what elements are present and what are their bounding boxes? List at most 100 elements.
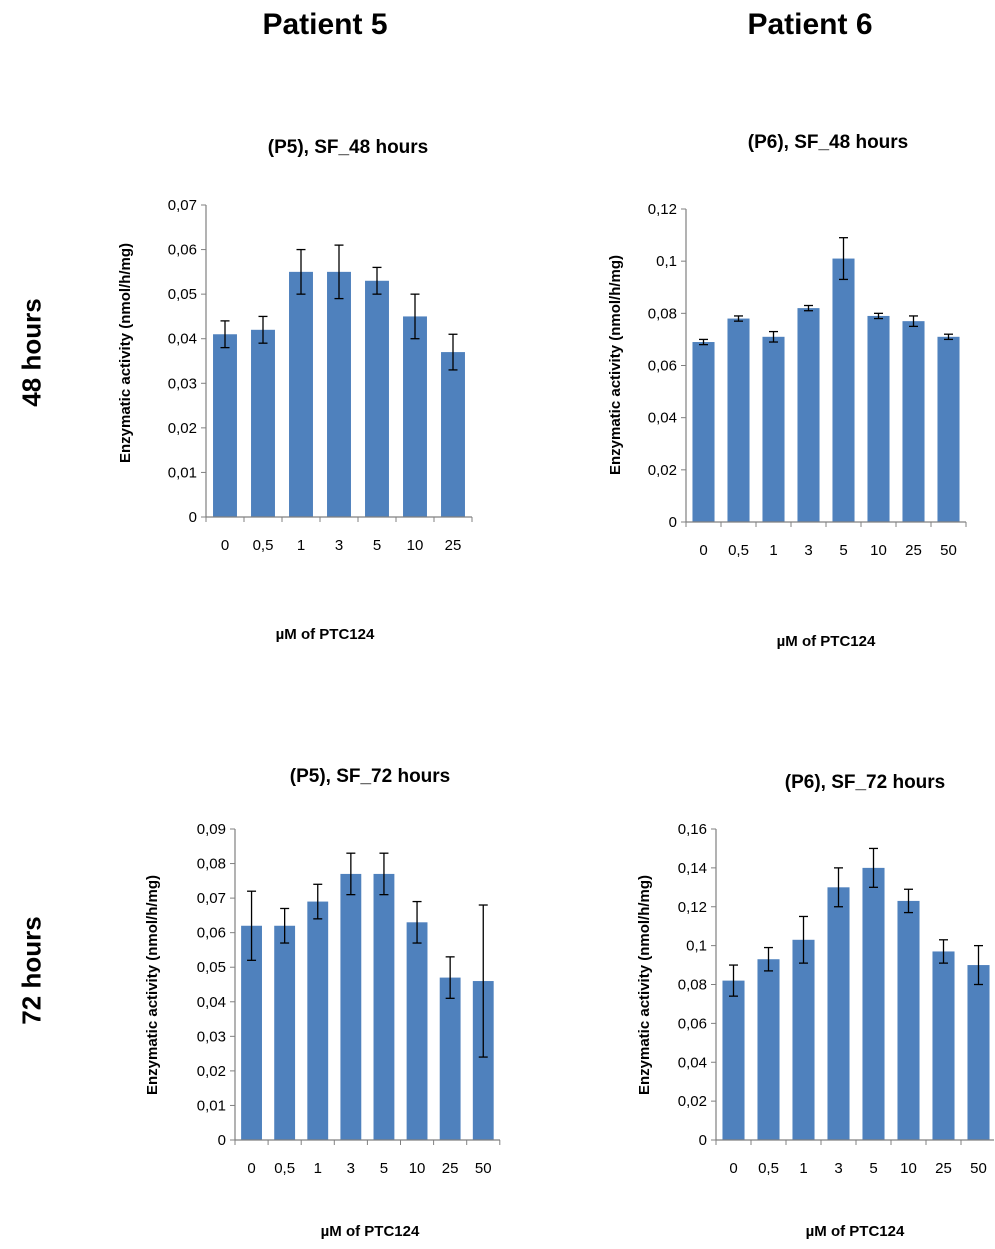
x-tick-label: 3 <box>804 542 812 559</box>
bar-25 <box>902 321 925 522</box>
y-tick-label: 0,14 <box>678 860 707 877</box>
y-tick-label: 0,07 <box>197 890 226 907</box>
y-tick-label: 0,02 <box>648 462 677 479</box>
bar-5 <box>862 867 885 1140</box>
bar-50 <box>472 981 494 1140</box>
bar-0 <box>722 980 745 1140</box>
x-tick-label: 25 <box>442 1160 459 1177</box>
y-tick-label: 0,12 <box>678 899 707 916</box>
y-tick-label: 0,06 <box>648 358 677 375</box>
x-axis-label: µM of PTC124 <box>806 1223 905 1240</box>
bar-0,5 <box>727 318 750 522</box>
y-tick-label: 0,04 <box>197 994 226 1011</box>
bar-5 <box>373 873 395 1140</box>
y-tick-label: 0,12 <box>648 201 677 218</box>
bar-0,5 <box>757 959 780 1140</box>
x-tick-label: 25 <box>905 542 922 559</box>
x-tick-label: 50 <box>475 1160 492 1177</box>
bar-50 <box>937 336 960 522</box>
y-tick-label: 0,02 <box>197 1063 226 1080</box>
y-tick-label: 0,03 <box>197 1028 226 1045</box>
y-tick-label: 0,06 <box>168 242 197 259</box>
bar-25 <box>439 977 461 1140</box>
column-header-patient-5: Patient 5 <box>262 8 388 41</box>
x-tick-label: 0,5 <box>253 537 274 554</box>
chart-title: (P5), SF_72 hours <box>290 766 451 787</box>
chart-title: (P6), SF_48 hours <box>748 132 909 153</box>
x-tick-label: 1 <box>297 537 305 554</box>
x-tick-label: 5 <box>869 1160 877 1177</box>
x-tick-label: 50 <box>970 1160 987 1177</box>
bar-5 <box>832 258 855 522</box>
bar-25 <box>441 352 465 517</box>
bar-1 <box>792 939 815 1140</box>
bar-3 <box>327 271 351 517</box>
x-tick-label: 25 <box>445 537 462 554</box>
x-tick-label: 0 <box>221 537 229 554</box>
chart-title: (P6), SF_72 hours <box>785 772 946 793</box>
y-tick-label: 0 <box>218 1132 226 1149</box>
x-tick-label: 0,5 <box>728 542 749 559</box>
y-tick-label: 0 <box>699 1132 707 1149</box>
bar-3 <box>340 873 362 1140</box>
y-tick-label: 0,04 <box>678 1054 707 1071</box>
y-tick-label: 0,01 <box>168 464 197 481</box>
x-tick-label: 3 <box>834 1160 842 1177</box>
x-tick-label: 3 <box>347 1160 355 1177</box>
y-tick-label: 0,02 <box>168 420 197 437</box>
y-axis-label: Enzymatic activity (nmol/h/mg) <box>607 255 624 475</box>
x-tick-label: 10 <box>407 537 424 554</box>
x-tick-label: 5 <box>373 537 381 554</box>
bar-25 <box>932 951 955 1140</box>
y-tick-label: 0,03 <box>168 375 197 392</box>
x-axis-label: µM of PTC124 <box>276 626 375 643</box>
x-tick-label: 5 <box>839 542 847 559</box>
y-tick-label: 0,1 <box>656 253 677 270</box>
y-tick-label: 0,08 <box>197 856 226 873</box>
bar-5 <box>365 280 389 517</box>
bar-1 <box>289 271 313 517</box>
chart-title: (P5), SF_48 hours <box>268 137 429 158</box>
y-tick-label: 0,06 <box>678 1015 707 1032</box>
y-tick-label: 0,05 <box>197 959 226 976</box>
x-tick-label: 3 <box>335 537 343 554</box>
y-tick-label: 0,04 <box>168 331 197 348</box>
x-tick-label: 1 <box>314 1160 322 1177</box>
y-axis-label: Enzymatic activity (nmol/h/mg) <box>636 875 653 1095</box>
bar-0,5 <box>251 329 275 517</box>
y-tick-label: 0,05 <box>168 286 197 303</box>
x-tick-label: 10 <box>900 1160 917 1177</box>
bar-0 <box>213 334 237 517</box>
x-tick-label: 0 <box>699 542 707 559</box>
x-tick-label: 10 <box>870 542 887 559</box>
y-tick-label: 0,02 <box>678 1093 707 1110</box>
y-tick-label: 0,07 <box>168 197 197 214</box>
bar-0 <box>692 342 715 522</box>
x-tick-label: 25 <box>935 1160 952 1177</box>
y-tick-label: 0 <box>189 509 197 526</box>
bar-0 <box>241 925 262 1140</box>
bar-50 <box>967 965 990 1140</box>
bar-3 <box>827 887 850 1140</box>
y-tick-label: 0,01 <box>197 1097 226 1114</box>
x-axis-label: µM of PTC124 <box>777 633 876 650</box>
y-tick-label: 0,09 <box>197 821 226 838</box>
bar-10 <box>406 922 428 1140</box>
y-axis-label: Enzymatic activity (nmol/h/mg) <box>117 243 134 463</box>
x-tick-label: 10 <box>409 1160 426 1177</box>
x-tick-label: 1 <box>799 1160 807 1177</box>
x-tick-label: 0,5 <box>758 1160 779 1177</box>
y-tick-label: 0 <box>669 514 677 531</box>
bar-3 <box>797 308 820 522</box>
x-tick-label: 0,5 <box>274 1160 295 1177</box>
x-tick-label: 5 <box>380 1160 388 1177</box>
y-tick-label: 0,06 <box>197 925 226 942</box>
y-tick-label: 0,16 <box>678 821 707 838</box>
y-tick-label: 0,08 <box>648 305 677 322</box>
bar-0,5 <box>274 925 296 1140</box>
x-tick-label: 0 <box>247 1160 255 1177</box>
